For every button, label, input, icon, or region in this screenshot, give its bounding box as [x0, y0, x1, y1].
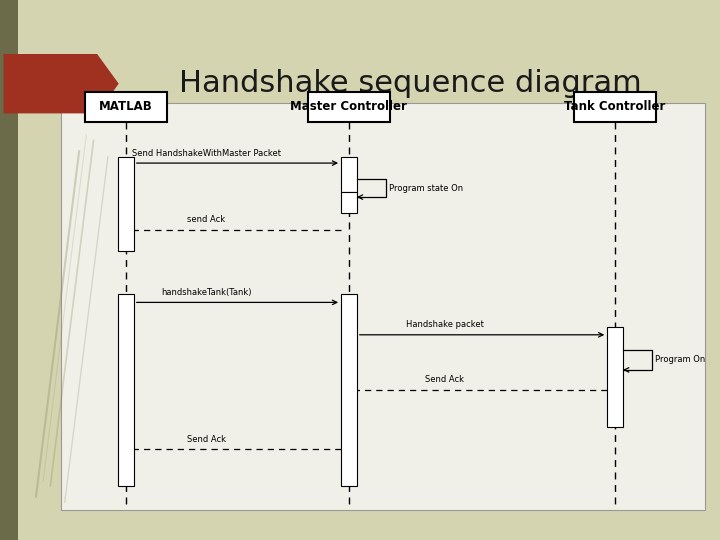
Text: Master Controller: Master Controller: [290, 100, 408, 113]
Text: Program On: Program On: [655, 355, 706, 364]
Bar: [607, 327, 623, 427]
Text: Send Ack: Send Ack: [186, 435, 226, 444]
Bar: [84, 92, 167, 122]
Text: Handshake sequence diagram: Handshake sequence diagram: [179, 69, 642, 98]
Text: Send HandshakeWithMaster Packet: Send HandshakeWithMaster Packet: [132, 148, 281, 158]
Bar: [0, 0, 18, 540]
Bar: [118, 294, 134, 486]
Text: Program state On: Program state On: [390, 184, 464, 193]
Bar: [341, 192, 357, 213]
Text: send Ack: send Ack: [187, 215, 225, 224]
Polygon shape: [4, 54, 119, 113]
Bar: [118, 157, 134, 251]
Text: Tank Controller: Tank Controller: [564, 100, 666, 113]
Bar: [574, 92, 657, 122]
Text: Handshake packet: Handshake packet: [405, 320, 483, 329]
Bar: [341, 294, 357, 486]
Bar: [341, 157, 357, 192]
Bar: [61, 103, 705, 510]
Bar: [307, 92, 390, 122]
Text: Send Ack: Send Ack: [425, 375, 464, 384]
Text: MATLAB: MATLAB: [99, 100, 153, 113]
Text: handshakeTank(Tank): handshakeTank(Tank): [161, 288, 251, 297]
